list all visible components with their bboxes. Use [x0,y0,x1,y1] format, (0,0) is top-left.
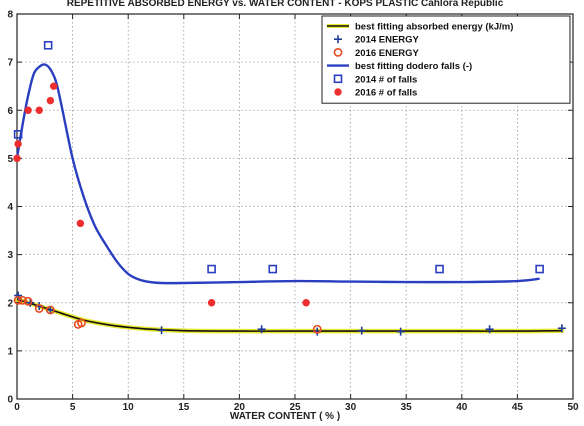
y-tick-label: 4 [7,202,13,213]
y-tick-label: 8 [7,10,13,21]
best-fitting-absorbed-energy-kj-m-line [16,298,562,332]
x-tick-label: 25 [289,402,301,413]
2016-energy-point [13,295,23,305]
2016-of-falls-point [49,82,58,90]
x-tick-label: 10 [123,402,135,413]
2016-energy-point [34,304,44,313]
legend-marker-swatch [333,74,343,84]
legend-entry-label: 2016 ENERGY [355,48,420,59]
legend-entry-label: 2016 # of falls [355,88,417,99]
2014-energy-point [557,324,566,333]
x-tick-label: 20 [234,402,246,413]
2016-of-falls-point [35,106,43,114]
2014-energy-point [396,327,405,336]
2014-of-falls-point [43,40,53,50]
x-tick-label: 15 [178,402,190,413]
y-tick-label: 5 [7,154,13,165]
2016-energy-point [45,305,55,315]
x-axis-label: WATER CONTENT ( % ) [230,411,340,422]
2014-of-falls-point [207,264,216,274]
2014-energy-point [46,305,55,314]
y-tick-label: 7 [7,58,13,69]
2014-energy-point [357,326,366,335]
2016-energy-point [23,296,33,306]
y-tick-label: 3 [7,250,13,261]
y-tick-label: 6 [7,106,13,117]
2014-energy-point [257,325,266,334]
2016-energy-point [77,318,86,328]
x-tick-label: 0 [14,402,20,413]
2016-of-falls-point [24,106,32,114]
y-tick-label: 0 [7,395,13,406]
x-tick-label: 40 [456,402,468,413]
2016-of-falls-point [302,299,310,307]
2014-of-falls-point [268,264,278,274]
2014-of-falls-point [435,264,444,274]
legend-box [321,15,571,104]
2016-energy-point [18,295,27,305]
x-tick-label: 5 [70,402,76,413]
2016-of-falls-point [76,219,85,228]
2016-of-falls-point [207,299,216,307]
2014-of-falls-point [535,264,544,274]
y-tick-label: 2 [7,298,13,309]
2016-of-falls-point [46,96,55,105]
x-tick-label: 30 [345,402,357,413]
2016-of-falls-point [14,140,22,148]
chart-title: REPETITIVE ABSORBED ENERGY vs. WATER CON… [67,0,504,9]
legend-entry-label: best fitting absorbed energy (kJ/m) [355,22,513,33]
legend-entry-label: best fitting dodero falls (-) [355,61,472,72]
legend-marker-swatch [333,48,343,57]
legend-entry-label: 2014 # of falls [355,74,417,85]
legend-marker-swatch [334,35,342,44]
legend-entry-label: 2014 ENERGY [355,35,420,46]
2014-energy-point [485,325,494,334]
x-tick-label: 50 [567,402,579,413]
2016-energy-point [312,324,322,334]
x-tick-label: 35 [401,402,413,413]
legend-marker-swatch [334,88,342,96]
2014-energy-point [14,291,23,300]
y-tick-label: 1 [7,346,13,357]
2014-of-falls-point [13,130,23,139]
2016-of-falls-point [13,154,21,163]
best-fitting-dodero-falls-line [15,63,540,285]
2014-energy-point [26,298,35,307]
x-tick-label: 45 [512,402,524,413]
2014-energy-point [157,326,166,335]
legend: best fitting absorbed energy (kJ/m) 2014 … [321,15,571,104]
